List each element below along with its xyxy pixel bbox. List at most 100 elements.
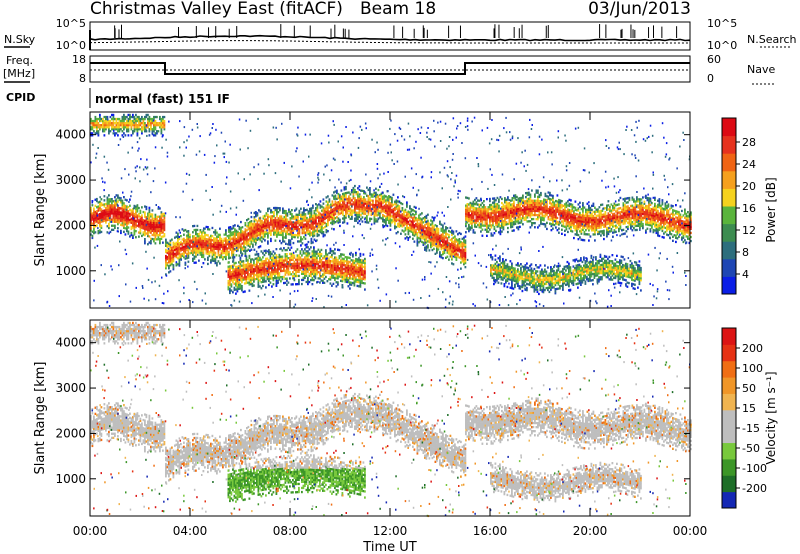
power-cell (94, 122, 97, 125)
power-cell (148, 221, 151, 224)
power-cell (216, 239, 218, 242)
power-cell (130, 124, 133, 127)
power-cell (121, 115, 124, 119)
power-cell (160, 231, 163, 234)
power-cell (159, 115, 161, 119)
power-cell (171, 238, 173, 241)
power-cell (228, 251, 230, 254)
power-cell (286, 255, 288, 258)
power-cell (213, 243, 215, 246)
power-cell (216, 247, 218, 251)
power-cell (112, 210, 115, 213)
power-cell (90, 211, 92, 214)
power-cell (147, 212, 149, 215)
power-cell (297, 236, 299, 239)
power-cell (364, 259, 366, 263)
power-cell (201, 235, 203, 238)
power-cell (270, 233, 272, 236)
power-cell (114, 206, 116, 209)
power-cell (317, 262, 320, 266)
power-cell (230, 283, 233, 286)
power-cell (409, 205, 411, 208)
power-cell (139, 221, 142, 225)
power-cell (298, 209, 301, 212)
power-cell (406, 203, 408, 206)
power-cell (298, 230, 301, 233)
power-cell (198, 251, 200, 254)
power-cell (181, 228, 184, 231)
power-cell (196, 251, 199, 254)
power-cell (93, 221, 95, 224)
noise-panel (89, 21, 691, 51)
power-cell (442, 224, 444, 227)
power-cell (202, 231, 205, 234)
power-cell (141, 222, 143, 225)
power-cell (389, 228, 392, 231)
power-cell (127, 206, 130, 209)
power-cell (120, 231, 122, 235)
power-cell (136, 115, 139, 119)
power-cell (117, 214, 119, 218)
power-cell (115, 124, 118, 127)
power-cell (437, 248, 440, 251)
power-cell (159, 219, 161, 222)
power-cell (455, 230, 458, 233)
power-cell (112, 132, 115, 135)
power-cell (153, 128, 155, 131)
power-cell (186, 240, 188, 243)
power-cell (150, 117, 152, 121)
power-cell (180, 249, 182, 252)
power-cell (184, 247, 187, 250)
power-cell (431, 222, 434, 225)
power-cell (241, 254, 243, 257)
power-cell (267, 209, 269, 213)
power-cell (123, 208, 125, 211)
power-cell (349, 287, 351, 290)
power-cell (201, 251, 203, 254)
power-cell (123, 124, 125, 127)
power-cell (157, 124, 160, 127)
power-cell (235, 254, 238, 257)
power-cell (282, 207, 284, 210)
power-cell (106, 198, 109, 201)
power-cell (129, 119, 131, 123)
power-cell (265, 251, 267, 254)
power-cell (147, 124, 149, 127)
power-cell (154, 217, 157, 220)
power-cell (252, 243, 254, 246)
power-cell (94, 124, 97, 127)
power-cell (154, 242, 157, 245)
power-cell (216, 262, 218, 265)
power-cell (153, 223, 155, 227)
power-cell (105, 117, 107, 121)
power-cell (310, 246, 312, 249)
power-cell (123, 126, 125, 129)
power-cell (133, 227, 136, 230)
power-cell (282, 234, 284, 237)
power-cell (213, 245, 215, 248)
power-cell (425, 216, 428, 220)
power-cell (178, 262, 181, 265)
power-cell (123, 218, 125, 221)
power-cell (162, 126, 164, 129)
power-cell (345, 185, 347, 189)
power-cell (138, 126, 140, 129)
power-cell (214, 247, 217, 250)
power-cell (256, 214, 259, 217)
power-cell (464, 251, 467, 254)
power-cell (111, 204, 113, 207)
power-cell (184, 239, 187, 242)
power-cell (192, 251, 194, 254)
power-cell (205, 244, 208, 247)
power-cell (219, 239, 221, 243)
power-cell (157, 219, 160, 222)
power-cell (115, 126, 118, 129)
power-cell (106, 196, 109, 199)
power-cell (178, 250, 181, 253)
power-cell (136, 214, 139, 217)
power-cell (349, 193, 352, 196)
power-cell (370, 217, 373, 221)
power-cell (175, 247, 178, 251)
power-cell (133, 233, 136, 236)
power-cell (147, 232, 149, 236)
